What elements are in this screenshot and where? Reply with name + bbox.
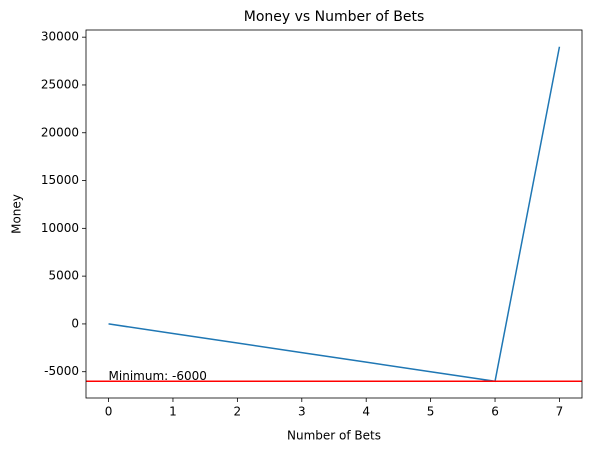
chart-title: Money vs Number of Bets bbox=[244, 9, 425, 25]
plot-frame bbox=[85, 29, 583, 399]
x-tick-label: 0 bbox=[105, 405, 113, 419]
x-axis-label: Number of Bets bbox=[287, 429, 381, 443]
x-tick-label: 7 bbox=[556, 405, 564, 419]
x-tick-label: 4 bbox=[362, 405, 370, 419]
y-tick-label: 20000 bbox=[41, 125, 79, 139]
y-tick-label: 25000 bbox=[41, 77, 79, 91]
y-tick-label: 10000 bbox=[41, 221, 79, 235]
y-tick-label: 15000 bbox=[41, 173, 79, 187]
x-tick-label: 3 bbox=[298, 405, 306, 419]
y-tick-label: 0 bbox=[71, 316, 79, 330]
x-tick-label: 6 bbox=[491, 405, 499, 419]
x-tick-label: 2 bbox=[234, 405, 242, 419]
y-axis-label: Money bbox=[10, 194, 24, 234]
data-line bbox=[108, 46, 561, 383]
annotation: Minimum: -6000 bbox=[109, 369, 207, 383]
x-tick-label: 5 bbox=[427, 405, 435, 419]
y-tick-label: -5000 bbox=[44, 364, 79, 378]
y-tick-label: 5000 bbox=[48, 269, 79, 283]
y-tick-label: 30000 bbox=[41, 30, 79, 44]
x-tick-label: 1 bbox=[169, 405, 177, 419]
